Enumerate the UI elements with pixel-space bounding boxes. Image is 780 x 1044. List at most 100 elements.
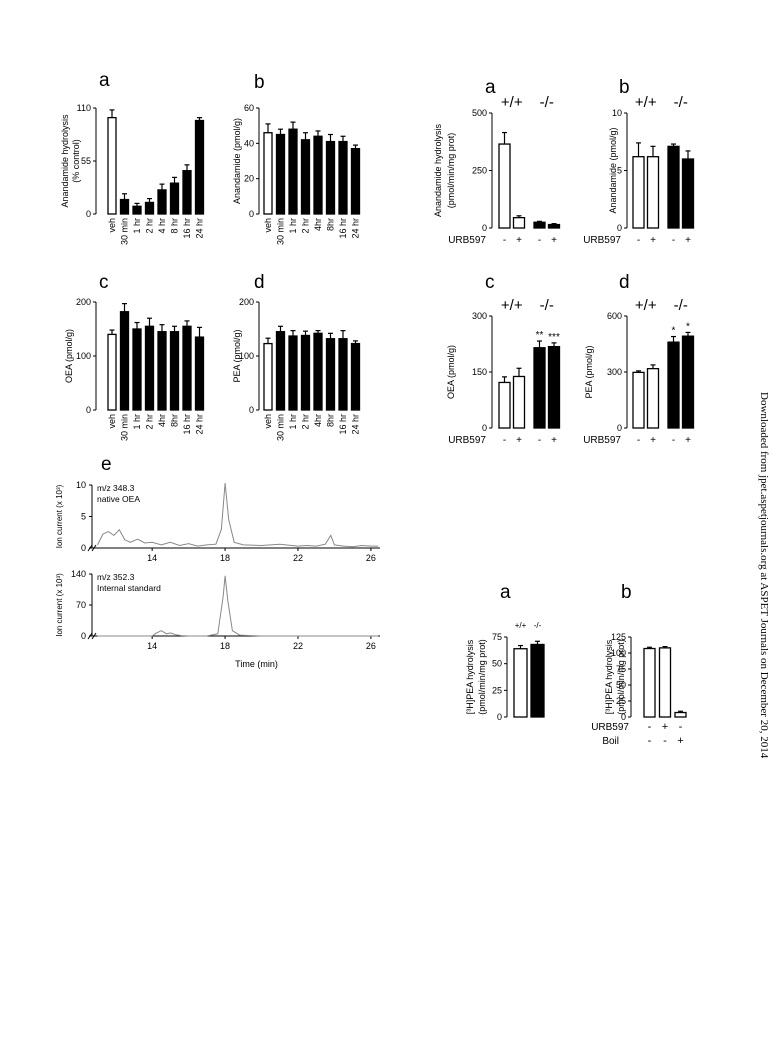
genotype-ko-label: -/- bbox=[540, 94, 554, 111]
bar bbox=[681, 335, 695, 429]
trace-name-label: native OEA bbox=[97, 494, 140, 504]
x-tick-label: 24 hr bbox=[195, 414, 205, 435]
y-axis-label: (pmol/min/mg prot) bbox=[446, 133, 456, 209]
x-tick-label: 30 min bbox=[276, 218, 286, 245]
bar bbox=[132, 205, 142, 215]
chromatogram-line bbox=[97, 575, 379, 637]
treatment-sign: - bbox=[663, 735, 667, 747]
y-tick-label: 0 bbox=[617, 423, 622, 433]
x-tick-label: 16 hr bbox=[182, 414, 192, 435]
x-tick-label: 30 min bbox=[120, 414, 130, 441]
genotype-wt-label: +/+ bbox=[501, 94, 523, 111]
panel-label-2d: d bbox=[619, 272, 630, 293]
y-axis-label: PEA (pmol/g) bbox=[584, 345, 594, 398]
y-tick-label: 200 bbox=[76, 297, 91, 307]
x-tick-label: 4hr bbox=[313, 414, 323, 427]
y-tick-label: 25 bbox=[492, 685, 502, 695]
genotype-ko-label: -/- bbox=[674, 94, 688, 111]
x-tick-label: 22 bbox=[293, 641, 303, 651]
panel-label-1c: c bbox=[99, 272, 109, 293]
bar bbox=[300, 139, 311, 215]
y-tick-label: 0 bbox=[497, 712, 502, 722]
x-tick-label: 24 hr bbox=[351, 218, 361, 239]
y-axis-label: Anandamide hydrolysis bbox=[433, 123, 443, 217]
x-tick-label: veh bbox=[107, 414, 117, 429]
bar bbox=[157, 331, 167, 411]
x-tick-label: 26 bbox=[366, 553, 376, 563]
chart-fig1e: 0 5 10 14 18 22 26 Ion current (x 10³) m/z 348.3… bbox=[55, 480, 380, 669]
bar bbox=[182, 325, 192, 411]
y-tick-label: 0 bbox=[621, 712, 626, 722]
y-axis-label: (pmol/min/mg prot) bbox=[616, 639, 626, 715]
panel-label-2b: b bbox=[619, 77, 630, 98]
x-tick-label: 8hr bbox=[326, 414, 336, 427]
bar bbox=[350, 147, 361, 215]
panel-labels: a b c d e a b c d a b bbox=[99, 70, 632, 603]
y-axis-label: [³H]PEA hydrolysis bbox=[465, 639, 475, 714]
y-tick-label: 10 bbox=[612, 108, 622, 118]
y-axis-label: OEA (pmol/g) bbox=[64, 329, 74, 383]
bar bbox=[338, 140, 348, 215]
bar bbox=[547, 345, 561, 429]
bar bbox=[288, 128, 298, 215]
bar bbox=[107, 333, 117, 411]
bar bbox=[144, 201, 155, 215]
bar bbox=[169, 331, 180, 411]
bar bbox=[275, 133, 286, 215]
bar bbox=[169, 182, 180, 215]
x-tick-label: 4 hr bbox=[157, 218, 167, 234]
x-tick-label: 4hr bbox=[313, 218, 323, 231]
y-tick-label: 140 bbox=[71, 569, 86, 579]
treatment-sign: - bbox=[648, 721, 652, 733]
chromatogram-line bbox=[97, 483, 379, 548]
x-tick-label: 1 hr bbox=[288, 414, 298, 430]
y-axis-label: [³H]PEA hydrolysis bbox=[604, 639, 614, 714]
x-tick-label: 16 hr bbox=[338, 414, 348, 435]
urb597-label: URB597 bbox=[448, 435, 486, 446]
bar bbox=[132, 328, 142, 411]
y-axis-label: Anandamide (pmol/g) bbox=[608, 127, 618, 213]
x-tick-label: 1 hr bbox=[288, 218, 298, 234]
x-tick-label: veh bbox=[107, 218, 117, 233]
bar bbox=[263, 132, 273, 215]
trace-name-label: Internal standard bbox=[97, 583, 161, 593]
y-tick-label: 100 bbox=[76, 351, 91, 361]
x-tick-label: 16 hr bbox=[338, 218, 348, 239]
bar bbox=[194, 119, 205, 215]
bar bbox=[263, 342, 273, 411]
x-tick-label: 24 hr bbox=[351, 414, 361, 435]
y-tick-label: 0 bbox=[482, 423, 487, 433]
urb597-label: URB597 bbox=[591, 722, 629, 733]
bar bbox=[350, 342, 361, 411]
treatment-sign: - bbox=[503, 235, 506, 246]
bar bbox=[530, 643, 545, 718]
treatment-sign: + bbox=[650, 435, 656, 446]
y-tick-label: 0 bbox=[86, 209, 91, 219]
y-tick-label: 75 bbox=[616, 664, 626, 674]
y-tick-label: 20 bbox=[244, 174, 254, 184]
bar bbox=[157, 189, 167, 215]
y-tick-label: 75 bbox=[492, 632, 502, 642]
genotype-wt-label: +/+ bbox=[635, 94, 657, 111]
treatment-sign: - bbox=[648, 735, 652, 747]
x-tick-label: 4hr bbox=[157, 414, 167, 427]
bar bbox=[300, 334, 311, 411]
y-tick-label: 500 bbox=[472, 108, 487, 118]
treatment-sign: - bbox=[538, 235, 541, 246]
chart-fig1a: 0 55 110 Anandamide hydrolysis (% control) ve… bbox=[60, 103, 205, 245]
bar bbox=[288, 335, 298, 411]
x-tick-label: 16 hr bbox=[182, 218, 192, 239]
x-tick-label: 2 hr bbox=[145, 218, 155, 234]
bar bbox=[512, 375, 526, 429]
y-axis-label: OEA (pmol/g) bbox=[446, 345, 456, 399]
y-axis-label: (pmol/min/mg prot) bbox=[477, 639, 487, 715]
bar bbox=[498, 381, 511, 429]
panel-label-3a: a bbox=[500, 582, 511, 603]
y-tick-label: 0 bbox=[617, 223, 622, 233]
genotype-label: -/- bbox=[534, 621, 542, 630]
y-tick-label: 5 bbox=[81, 512, 86, 522]
